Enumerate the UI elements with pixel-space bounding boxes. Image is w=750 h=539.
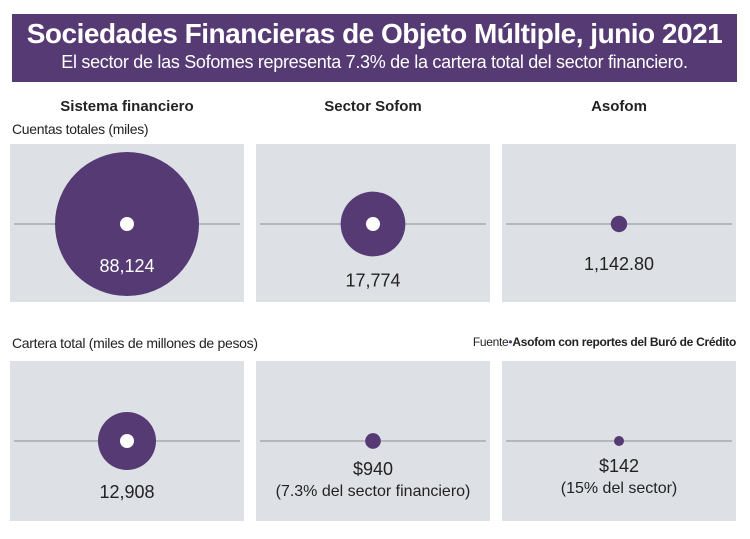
header-banner: Sociedades Financieras de Objeto Múltipl… <box>12 14 737 82</box>
bubble-center-dot <box>120 434 134 448</box>
bubble-asofom <box>610 215 628 233</box>
page-title: Sociedades Financieras de Objeto Múltipl… <box>26 18 723 49</box>
data-label: $940 <box>353 459 393 479</box>
source-note: Fuente•Asofom con reportes del Buró de C… <box>472 335 736 349</box>
column-header-asofom: Asofom <box>591 98 647 115</box>
column-header-sistema: Sistema financiero <box>60 98 194 115</box>
bubble-center-dot <box>366 217 380 231</box>
section-title-cuentas: Cuentas totales (miles) <box>12 121 149 137</box>
page-subtitle: El sector de las Sofomes representa 7.3%… <box>61 52 688 72</box>
data-label: 1,142.80 <box>584 254 654 274</box>
data-label: (7.3% del sector financiero) <box>276 483 471 500</box>
section-title-cartera: Cartera total (miles de millones de peso… <box>12 335 258 351</box>
data-label: 17,774 <box>345 270 400 290</box>
column-header-sofom: Sector Sofom <box>324 98 422 115</box>
data-label: $142 <box>599 456 639 476</box>
data-label: 12,908 <box>99 482 154 502</box>
data-label: (15% del sector) <box>561 480 678 497</box>
bubble-center-dot <box>120 217 134 231</box>
data-label: 88,124 <box>99 256 154 276</box>
bubble-sector-sofom <box>365 433 381 449</box>
bubble-asofom <box>614 436 624 446</box>
